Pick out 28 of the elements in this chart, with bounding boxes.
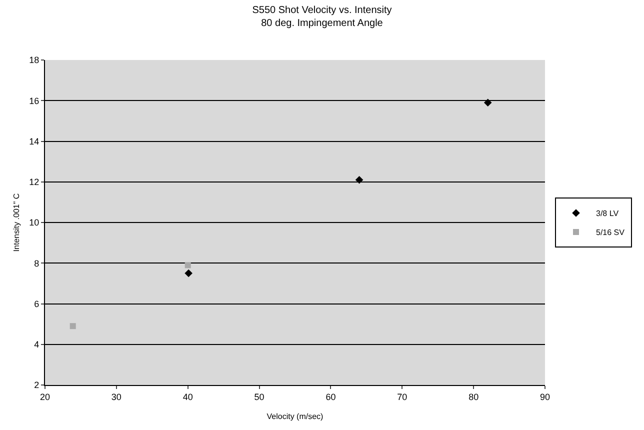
point: [184, 269, 192, 278]
x-axis-title: Velocity (m/sec): [266, 412, 324, 421]
point: [484, 98, 492, 107]
y-tick-label: 4: [34, 340, 40, 350]
legend-label: 3/8 LV: [596, 209, 620, 218]
chart-title: S550 Shot Velocity vs. Intensity: [252, 4, 392, 16]
point: [184, 262, 191, 268]
y-tick-label: 16: [29, 96, 40, 106]
x-tick-label: 50: [254, 392, 264, 402]
x-tick-label: 80: [468, 392, 479, 402]
x-tick-label: 40: [182, 392, 193, 402]
x-tick-label: 70: [397, 392, 408, 402]
y-tick-label: 18: [29, 55, 40, 66]
y-tick-label: 6: [34, 298, 40, 309]
x-tick-label: 90: [540, 392, 550, 402]
y-tick-label: 14: [29, 136, 40, 146]
y-tick-label: 2: [34, 380, 40, 390]
point: [70, 323, 76, 330]
y-tick-label: 12: [29, 177, 40, 188]
chart-subtitle: 80 deg. Impingement Angle: [261, 18, 384, 29]
y-tick-label: 8: [34, 258, 40, 268]
x-tick-label: 60: [326, 392, 336, 402]
y-tick-label: 10: [29, 218, 40, 228]
x-tick-label: 20: [40, 392, 50, 402]
y-axis-title: Intensity .001" C: [12, 193, 21, 252]
x-tick-label: 30: [111, 392, 122, 402]
legend-label: 5/16 SV: [596, 228, 626, 238]
point: [355, 176, 364, 184]
